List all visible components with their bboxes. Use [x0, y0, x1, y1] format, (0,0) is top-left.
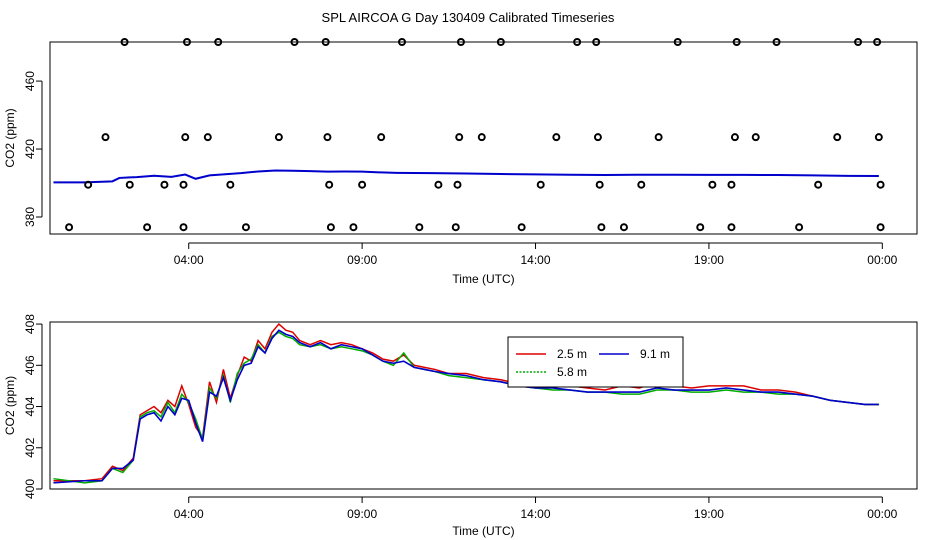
data-point — [398, 38, 407, 46]
data-point — [120, 38, 129, 46]
legend-label-3: 9.1 m — [640, 347, 670, 361]
data-point — [325, 180, 334, 189]
series-line — [53, 169, 879, 184]
data-point — [274, 133, 283, 142]
data-point — [453, 180, 462, 189]
series-line-1 — [53, 322, 879, 482]
series-line-2 — [53, 331, 879, 484]
x-tick-label: 04:00 — [174, 507, 204, 521]
x-tick-label: 14:00 — [521, 253, 551, 267]
plot-frame — [49, 321, 918, 490]
legend-label-1: 2.5 m — [557, 347, 587, 361]
y-tick-label: 406 — [23, 355, 37, 375]
data-point — [455, 133, 464, 142]
data-point — [730, 133, 739, 142]
data-point — [517, 223, 526, 232]
data-point — [595, 180, 604, 189]
data-point — [592, 38, 601, 46]
chart-panel-1: 04:00 09:00 14:00 19:00 00:00 Time (UTC) 380 42… — [3, 38, 918, 286]
x-tick-label: 19:00 — [694, 253, 724, 267]
data-point — [597, 223, 606, 232]
data-point — [290, 38, 299, 46]
legend: 2.5 m 5.8 m 9.1 m — [507, 336, 684, 388]
x-tick-label: 09:00 — [347, 253, 377, 267]
data-point — [358, 180, 367, 189]
data-point — [434, 180, 443, 189]
y-tick-label: 402 — [23, 437, 37, 457]
data-point — [84, 180, 93, 189]
data-point — [182, 38, 191, 46]
data-point — [415, 223, 424, 232]
y-tick-label: 380 — [23, 207, 37, 227]
data-point — [143, 223, 152, 232]
data-point — [377, 133, 386, 142]
data-point — [876, 223, 885, 232]
data-point — [456, 38, 465, 46]
data-point — [203, 133, 212, 142]
data-point — [179, 223, 188, 232]
x-axis-title: Time (UTC) — [452, 524, 514, 538]
data-point — [833, 133, 842, 142]
y-tick-label: 420 — [23, 139, 37, 159]
data-point — [536, 180, 545, 189]
data-point — [496, 38, 505, 46]
y-axis-title: CO2 (ppm) — [3, 376, 17, 435]
data-point — [854, 38, 863, 46]
data-point — [795, 223, 804, 232]
data-point — [181, 133, 190, 142]
data-point — [696, 223, 705, 232]
data-point — [125, 180, 134, 189]
data-point — [593, 133, 602, 142]
data-point — [226, 180, 235, 189]
x-tick-label: 00:00 — [867, 507, 897, 521]
data-point — [326, 223, 335, 232]
data-point — [321, 38, 330, 46]
x-tick-label: 04:00 — [174, 253, 204, 267]
data-point — [451, 223, 460, 232]
data-point — [751, 133, 760, 142]
y-tick-label: 460 — [23, 71, 37, 91]
page-title: SPL AIRCOA G Day 130409 Calibrated Times… — [321, 10, 615, 25]
data-point — [873, 38, 882, 46]
data-point — [349, 223, 358, 232]
data-point — [732, 38, 741, 46]
legend-box — [507, 336, 684, 388]
y-tick-label: 404 — [23, 396, 37, 416]
data-point — [708, 180, 717, 189]
plot-frame — [49, 41, 918, 235]
data-point — [214, 38, 223, 46]
data-point — [876, 180, 885, 189]
data-point — [814, 180, 823, 189]
series-line-3 — [53, 329, 879, 484]
data-point — [552, 133, 561, 142]
data-point — [101, 133, 110, 142]
data-point — [654, 133, 663, 142]
data-point — [241, 223, 250, 232]
data-point — [179, 180, 188, 189]
data-point — [573, 38, 582, 46]
y-tick-label: 400 — [23, 479, 37, 499]
data-point — [323, 133, 332, 142]
chart-panel-2: 04:00 09:00 14:00 19:00 00:00 Time (UTC) 400 40… — [3, 314, 918, 538]
data-point — [874, 133, 883, 142]
data-point — [727, 223, 736, 232]
data-point — [637, 180, 646, 189]
data-point — [65, 223, 74, 232]
y-axis-title: CO2 (ppm) — [3, 108, 17, 167]
x-tick-label: 09:00 — [347, 507, 377, 521]
x-axis-title: Time (UTC) — [452, 272, 514, 286]
data-point — [619, 223, 628, 232]
x-tick-label: 00:00 — [867, 253, 897, 267]
x-tick-label: 19:00 — [694, 507, 724, 521]
data-point — [477, 133, 486, 142]
data-point — [673, 38, 682, 46]
data-point — [727, 180, 736, 189]
data-point — [772, 38, 781, 46]
legend-label-2: 5.8 m — [557, 365, 587, 379]
x-tick-label: 14:00 — [521, 507, 551, 521]
y-tick-label: 408 — [23, 314, 37, 334]
data-point — [160, 180, 169, 189]
